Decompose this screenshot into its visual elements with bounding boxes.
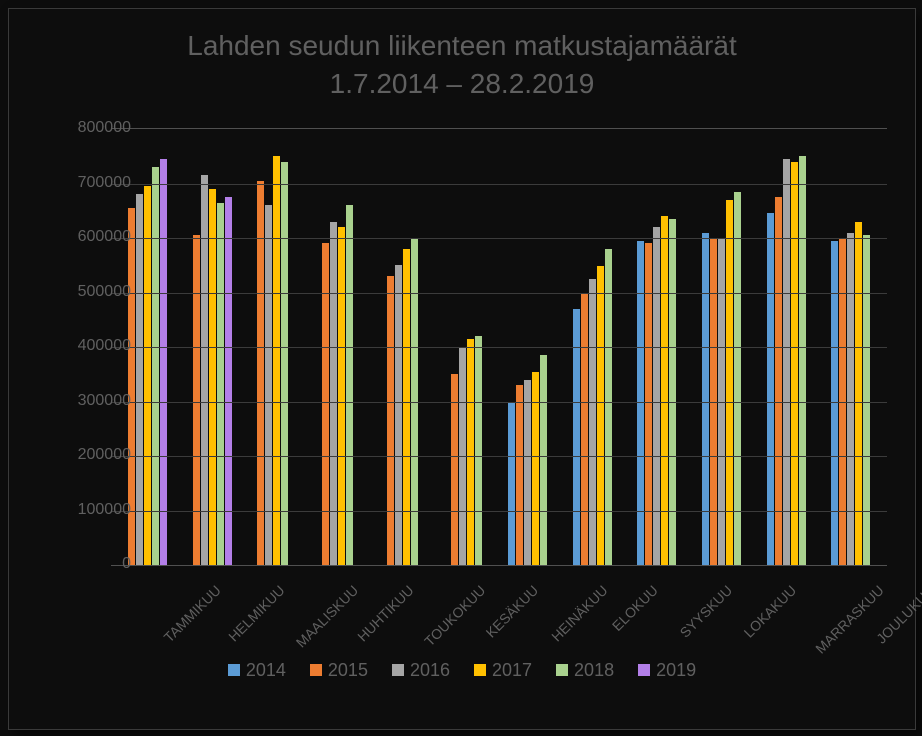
plot-area xyxy=(111,128,887,566)
bar xyxy=(273,156,280,565)
legend-label: 2015 xyxy=(328,660,368,680)
legend-label: 2017 xyxy=(492,660,532,680)
bar xyxy=(387,276,394,565)
bar xyxy=(661,216,668,565)
bar xyxy=(637,241,644,565)
chart-frame: Lahden seudun liikenteen matkustajamäärä… xyxy=(8,8,916,730)
x-tick-label: TOUKOKUU xyxy=(421,582,488,649)
bar xyxy=(855,222,862,565)
chart-title-line1: Lahden seudun liikenteen matkustajamäärä… xyxy=(9,27,915,65)
bar xyxy=(451,374,458,565)
bar xyxy=(702,233,709,565)
chart-title: Lahden seudun liikenteen matkustajamäärä… xyxy=(9,27,915,103)
y-tick-label: 500000 xyxy=(78,283,131,301)
gridline xyxy=(111,184,887,185)
bar xyxy=(589,279,596,565)
bar xyxy=(281,162,288,565)
legend-item: 2017 xyxy=(474,659,532,681)
legend-label: 2019 xyxy=(656,660,696,680)
bar xyxy=(540,355,547,565)
legend-item: 2019 xyxy=(638,659,696,681)
legend-item: 2016 xyxy=(392,659,450,681)
bar xyxy=(791,162,798,565)
x-tick-label: KESÄKUU xyxy=(482,582,541,641)
legend-swatch xyxy=(474,664,486,676)
bar xyxy=(783,159,790,565)
chart-title-line2: 1.7.2014 – 28.2.2019 xyxy=(9,65,915,103)
bar xyxy=(799,156,806,565)
legend: 2014 2015 2016 2017 2018 2019 xyxy=(9,659,915,681)
bar xyxy=(144,186,151,565)
bar xyxy=(581,293,588,566)
legend-swatch xyxy=(556,664,568,676)
bar xyxy=(338,227,345,565)
bar xyxy=(863,235,870,565)
legend-swatch xyxy=(310,664,322,676)
y-tick-label: 700000 xyxy=(78,174,131,192)
gridline xyxy=(111,347,887,348)
bar xyxy=(597,266,604,565)
x-tick-label: MARRASKUU xyxy=(812,582,887,657)
x-tick-label: TAMMIKUU xyxy=(161,582,224,645)
bar xyxy=(395,265,402,565)
bar xyxy=(403,249,410,565)
gridline xyxy=(111,456,887,457)
legend-label: 2016 xyxy=(410,660,450,680)
bar xyxy=(330,222,337,565)
bar xyxy=(201,175,208,565)
x-tick-label: SYYSKUU xyxy=(676,582,735,641)
gridline xyxy=(111,238,887,239)
legend-item: 2015 xyxy=(310,659,368,681)
x-tick-label: MAALISKUU xyxy=(292,582,361,651)
y-tick-label: 300000 xyxy=(78,392,131,410)
x-tick-label: HUHTIKUU xyxy=(355,582,417,644)
bar xyxy=(516,385,523,565)
x-tick-label: ELOKUU xyxy=(609,582,661,634)
legend-swatch xyxy=(228,664,240,676)
bar xyxy=(831,241,838,565)
y-tick-label: 400000 xyxy=(78,337,131,355)
gridline xyxy=(111,293,887,294)
bar xyxy=(467,339,474,565)
legend-label: 2018 xyxy=(574,660,614,680)
y-tick-label: 100000 xyxy=(78,501,131,519)
x-tick-label: HELMIKUU xyxy=(225,582,287,644)
x-tick-label: HEINÄKUU xyxy=(549,582,611,644)
bar xyxy=(152,167,159,565)
legend-swatch xyxy=(392,664,404,676)
bar xyxy=(669,219,676,565)
bar xyxy=(653,227,660,565)
bar xyxy=(136,194,143,565)
legend-label: 2014 xyxy=(246,660,286,680)
bar xyxy=(475,336,482,565)
bar xyxy=(524,380,531,565)
y-tick-label: 600000 xyxy=(78,228,131,246)
legend-swatch xyxy=(638,664,650,676)
bar xyxy=(209,189,216,565)
y-tick-label: 200000 xyxy=(78,446,131,464)
bar xyxy=(160,159,167,565)
bar xyxy=(605,249,612,565)
bar xyxy=(193,235,200,565)
gridline xyxy=(111,511,887,512)
y-tick-label: 800000 xyxy=(78,119,131,137)
bar xyxy=(847,233,854,565)
legend-item: 2014 xyxy=(228,659,286,681)
x-tick-label: LOKAKUU xyxy=(741,582,800,641)
bar xyxy=(767,213,774,565)
bar xyxy=(508,402,515,566)
legend-item: 2018 xyxy=(556,659,614,681)
y-tick-label: 0 xyxy=(122,555,131,573)
bar xyxy=(734,192,741,565)
gridline xyxy=(111,402,887,403)
